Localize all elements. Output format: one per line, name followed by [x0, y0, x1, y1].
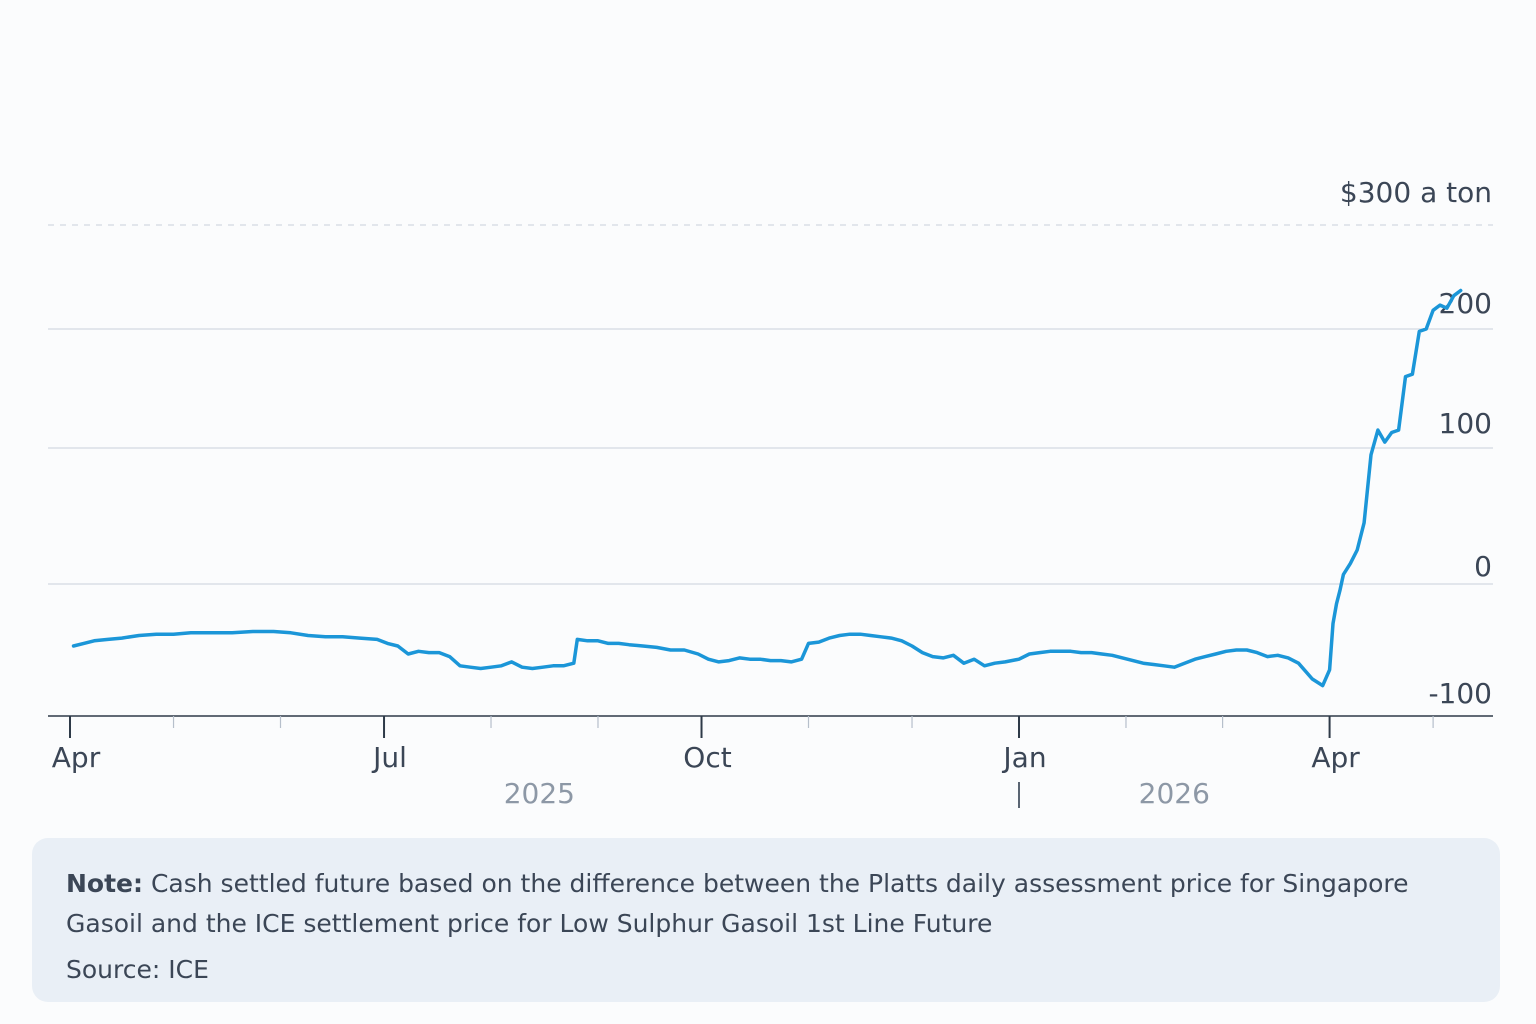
y-tick-label: 200 — [1439, 287, 1492, 320]
y-tick-label: 0 — [1474, 550, 1492, 583]
note: Note: Cash settled future based on the d… — [66, 864, 1466, 944]
note-text: Cash settled future based on the differe… — [66, 869, 1409, 938]
x-tick-label: Oct — [683, 741, 731, 774]
y-tick-label: -100 — [1428, 677, 1492, 710]
gridlines — [48, 224, 1493, 717]
y-tick-label: 100 — [1439, 407, 1492, 440]
y-tick-label: $300 a ton — [1340, 176, 1492, 209]
year-label: 2026 — [1139, 777, 1210, 810]
x-tick-label: Apr — [1311, 741, 1360, 774]
y-axis-labels: $300 a ton 200 100 0 -100 — [1340, 176, 1492, 710]
chart: $300 a ton 200 100 0 -100 Apr Jul Oct Jan Apr 202… — [48, 176, 1493, 810]
source-text: Source: ICE — [66, 955, 209, 984]
x-tick-label: Jan — [1001, 741, 1046, 774]
series-line — [71, 288, 1463, 688]
series-layer — [71, 288, 1463, 688]
x-axis: Apr Jul Oct Jan Apr 2025 2026 — [52, 716, 1434, 810]
year-label: 2025 — [504, 777, 575, 810]
x-tick-label: Apr — [52, 741, 101, 774]
note-label: Note: — [66, 869, 144, 898]
note-box: Note: Cash settled future based on the d… — [32, 838, 1500, 1002]
x-tick-label: Jul — [371, 741, 407, 774]
